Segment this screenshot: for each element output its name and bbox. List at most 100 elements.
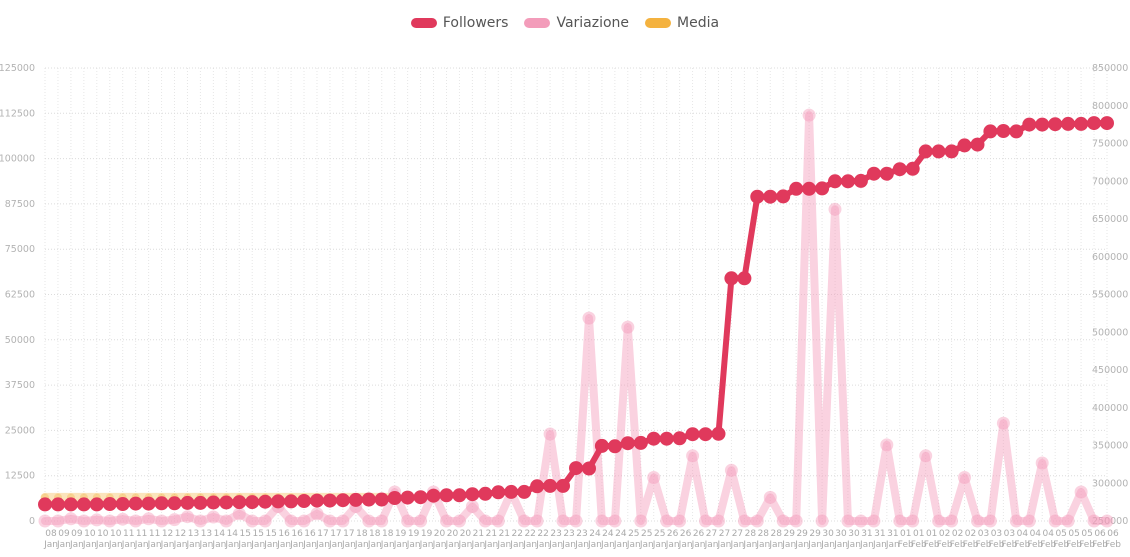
x-axis-month-label: Jan [691, 540, 706, 550]
data-point-followers [115, 497, 130, 511]
data-point-variazione [168, 513, 181, 527]
x-axis-month-label: Jan [56, 540, 71, 550]
data-point-followers [828, 174, 842, 189]
data-point-followers [1074, 116, 1089, 131]
x-axis-day-label: 14 [214, 529, 226, 539]
x-axis-month-label: Jan [639, 540, 654, 550]
data-point-variazione [64, 512, 78, 526]
x-axis-day-label: 30 [822, 529, 834, 539]
data-point-followers [543, 478, 558, 493]
data-point-variazione [284, 514, 298, 528]
data-point-followers [219, 495, 234, 510]
data-point-followers [685, 427, 700, 442]
x-axis-day-label: 21 [486, 529, 497, 539]
data-point-variazione [1009, 514, 1023, 528]
data-point-followers [633, 435, 648, 450]
x-axis-day-label: 12 [175, 529, 186, 539]
x-axis-month-label: Jan [833, 540, 848, 550]
data-point-variazione [440, 514, 453, 528]
legend-swatch [645, 18, 672, 28]
data-point-followers [853, 173, 868, 188]
x-axis-month-label: Jan [108, 540, 123, 550]
x-axis-day-label: 13 [188, 529, 199, 539]
data-point-variazione [336, 514, 350, 528]
data-point-followers [89, 497, 104, 512]
data-point-variazione [1035, 456, 1049, 470]
x-axis-day-label: 24 [602, 529, 614, 539]
right-axis-tick: 300000 [1092, 478, 1128, 489]
data-point-followers [478, 486, 493, 501]
right-axis-tick: 400000 [1092, 403, 1128, 414]
right-axis-tick: 450000 [1092, 365, 1128, 376]
x-axis-month-label: Jan [704, 540, 719, 550]
data-point-followers [193, 495, 208, 510]
data-point-variazione [621, 320, 635, 334]
x-axis-day-label: 29 [783, 529, 795, 539]
data-point-variazione [478, 514, 492, 528]
data-point-variazione [789, 514, 803, 528]
data-point-followers [569, 461, 583, 476]
data-point-variazione [582, 311, 596, 325]
x-axis-month-label: Jan [768, 540, 783, 550]
data-point-variazione [517, 514, 531, 528]
x-axis-day-label: 02 [965, 529, 976, 539]
data-point-followers [452, 488, 467, 503]
left-axis-tick: 75000 [5, 244, 35, 255]
data-point-variazione [647, 471, 661, 484]
x-axis-month-label: Jan [173, 540, 188, 550]
data-point-followers [957, 138, 972, 153]
x-axis-month-label: Jan [263, 540, 278, 550]
x-axis-day-label: 04 [1017, 529, 1029, 539]
data-point-variazione [634, 514, 648, 528]
data-point-variazione [181, 510, 194, 524]
x-axis-day-label: 22 [524, 529, 535, 539]
x-axis-month-label: Feb [1053, 540, 1069, 550]
left-axis-tick: 112500 [0, 108, 35, 119]
data-point-variazione [673, 514, 687, 528]
data-point-followers [1087, 116, 1101, 131]
series-line-variazione [41, 111, 1111, 525]
x-axis-day-label: 15 [252, 529, 263, 539]
x-axis-day-label: 24 [615, 529, 627, 539]
data-point-followers [1100, 116, 1114, 131]
legend-item-variazione[interactable]: Variazione [524, 15, 629, 31]
data-point-followers [504, 484, 519, 499]
data-point-followers [789, 181, 804, 196]
x-axis-month-label: Jan [328, 540, 343, 550]
x-axis-day-label: 05 [1068, 529, 1079, 539]
legend-item-media[interactable]: Media [645, 15, 719, 31]
x-axis-month-label: Jan [276, 540, 291, 550]
right-axis-tick: 850000 [1092, 63, 1128, 74]
x-axis-day-label: 27 [706, 529, 717, 539]
x-axis-day-label: 27 [719, 529, 730, 539]
data-point-variazione [906, 514, 920, 528]
data-point-variazione [530, 514, 544, 528]
x-axis-month-label: Feb [911, 540, 927, 550]
x-axis-day-label: 19 [395, 529, 407, 539]
data-point-variazione [77, 514, 91, 528]
x-axis-month-label: Jan [561, 540, 576, 550]
data-point-variazione [90, 513, 104, 527]
data-point-followers [517, 484, 532, 499]
x-axis-month-label: Jan [846, 540, 861, 550]
x-axis-day-label: 26 [680, 529, 692, 539]
x-axis-month-label: Jan [432, 540, 447, 550]
legend-item-followers[interactable]: Followers [410, 15, 508, 31]
data-point-followers [284, 494, 299, 509]
data-point-followers [426, 488, 441, 503]
x-axis-day-label: 17 [317, 529, 328, 539]
right-axis-tick: 800000 [1092, 101, 1128, 112]
legend-label: Variazione [556, 15, 630, 31]
data-point-followers [335, 493, 350, 508]
data-point-followers [387, 491, 402, 505]
data-point-followers [310, 493, 324, 508]
data-point-variazione [1087, 514, 1101, 528]
x-axis-day-label: 16 [278, 529, 290, 539]
data-point-variazione [763, 490, 777, 504]
data-point-followers [659, 431, 674, 446]
data-point-followers [698, 427, 713, 442]
data-point-followers [905, 161, 920, 176]
data-point-followers [1022, 117, 1037, 132]
data-point-variazione [776, 514, 790, 528]
x-axis-month-label: Jan [742, 540, 757, 550]
